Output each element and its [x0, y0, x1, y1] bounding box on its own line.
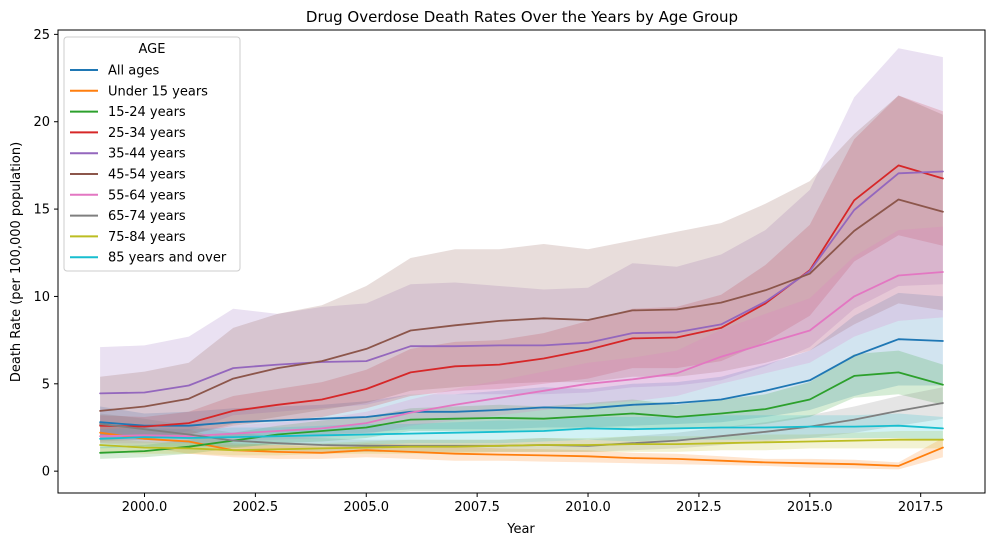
band-55-64-years — [100, 226, 943, 444]
x-tick-label: 2010.0 — [565, 500, 611, 515]
legend-box — [63, 36, 241, 272]
x-tick-label: 2012.5 — [676, 500, 722, 515]
chart-title: Drug Overdose Death Rates Over the Years… — [306, 8, 738, 26]
x-tick-label: 2000.0 — [122, 500, 168, 515]
series-lines — [99, 164, 944, 467]
line-45-54-years — [99, 198, 944, 412]
band-under-15-years — [100, 422, 943, 470]
x-tick-label: 2015.0 — [787, 500, 833, 515]
legend: AGE All ages Under 15 years 15-24 years 25-… — [63, 36, 241, 272]
y-axis: 0 5 10 15 20 25 — [33, 28, 58, 480]
legend-label-all-ages: All ages — [108, 64, 159, 79]
x-axis-title: Year — [506, 522, 535, 537]
line-15-24-years — [99, 371, 944, 454]
band-45-54-years — [100, 95, 943, 442]
legend-label-85-years-and-over: 85 years and over — [108, 251, 227, 266]
legend-label-45-54-years: 45-54 years — [108, 168, 186, 183]
band-all-ages — [100, 292, 943, 438]
line-all-ages — [99, 338, 944, 427]
y-tick-label: 0 — [42, 465, 50, 480]
x-tick-label: 2007.5 — [454, 500, 500, 515]
line-75-84-years — [99, 438, 944, 452]
line-85-years-and-over — [99, 424, 944, 440]
band-25-34-years — [100, 95, 943, 437]
x-tick-label: 2002.5 — [233, 500, 279, 515]
y-tick-label: 25 — [33, 28, 50, 43]
plot-area-frame — [57, 29, 986, 494]
legend-label-55-64-years: 55-64 years — [108, 188, 186, 203]
line-55-64-years — [99, 271, 944, 438]
y-axis-title: Death Rate (per 100,000 population) — [9, 142, 24, 382]
legend-label-25-34-years: 25-34 years — [108, 126, 186, 141]
y-tick-label: 15 — [33, 203, 50, 218]
legend-label-under-15-years: Under 15 years — [108, 84, 208, 99]
legend-label-75-84-years: 75-84 years — [108, 230, 186, 245]
band-35-44-years — [100, 48, 943, 440]
legend-label-65-74-years: 65-74 years — [108, 209, 186, 224]
legend-label-35-44-years: 35-44 years — [108, 147, 186, 162]
y-tick-label: 20 — [33, 115, 50, 130]
legend-label-15-24-years: 15-24 years — [108, 105, 186, 120]
x-axis: 2000.0 2002.5 2005.0 2007.5 2010.0 2012.5 2015… — [122, 493, 944, 515]
x-tick-label: 2005.0 — [344, 500, 390, 515]
y-tick-label: 5 — [42, 377, 50, 392]
x-tick-label: 2017.5 — [898, 500, 944, 515]
legend-title: AGE — [139, 42, 166, 57]
y-tick-label: 10 — [33, 290, 50, 305]
